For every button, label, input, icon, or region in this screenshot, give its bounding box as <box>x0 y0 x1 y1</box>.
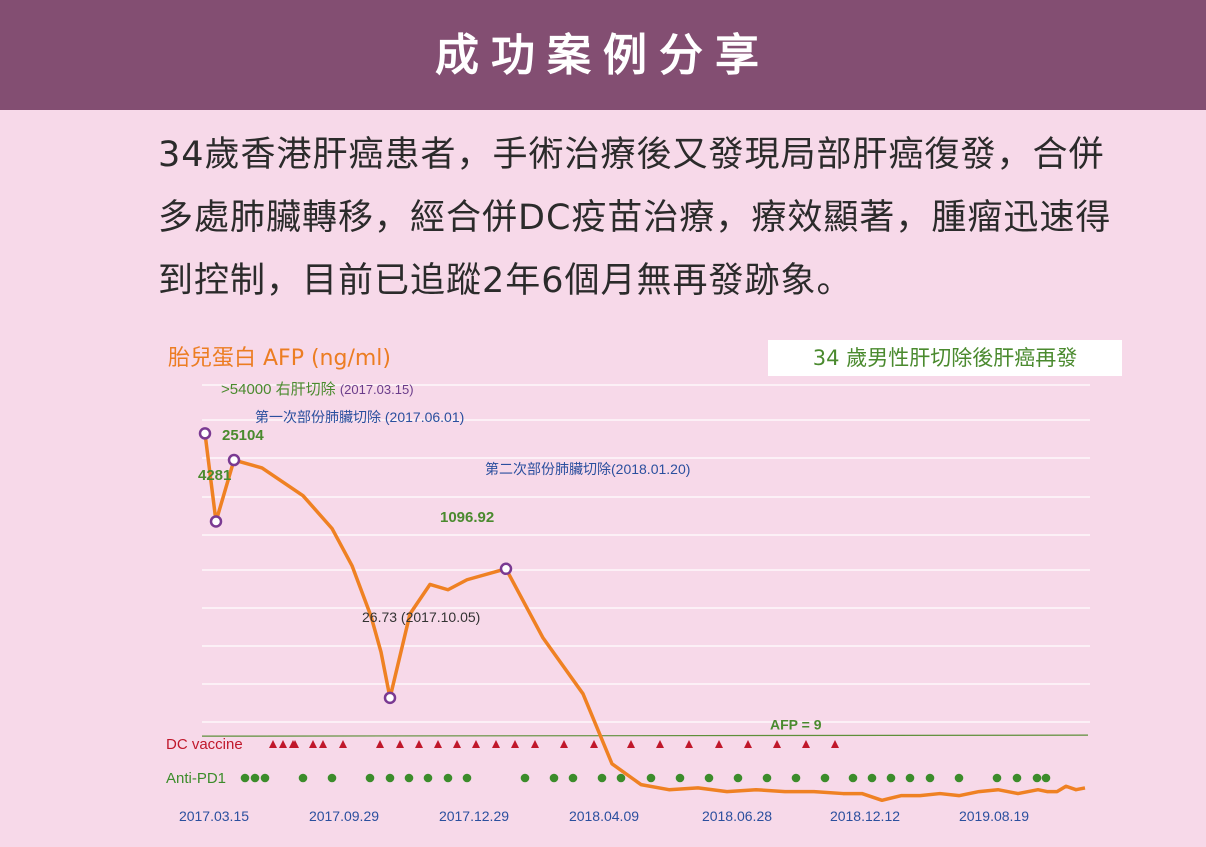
x-tick-label: 2019.08.19 <box>959 808 1029 824</box>
dc-vaccine-marker <box>291 740 299 748</box>
annotation-26-73: 26.73 (2017.10.05) <box>362 609 480 625</box>
annotation-second-lung-resection: 第二次部份肺臟切除(2018.01.20) <box>485 461 690 477</box>
afp-point-marker <box>227 453 241 467</box>
x-tick-label: 2017.03.15 <box>179 808 249 824</box>
anti-pd1-marker <box>1041 773 1051 783</box>
anti-pd1-marker <box>675 773 685 783</box>
dc-vaccine-marker <box>492 740 500 748</box>
anti-pd1-marker <box>520 773 530 783</box>
annotation-first-lung-resection: 第一次部份肺臟切除 (2017.06.01) <box>255 409 464 425</box>
dc-vaccine-marker <box>715 740 723 748</box>
reference-line <box>201 734 1089 737</box>
dc-vaccine-marker <box>773 740 781 748</box>
x-tick-label: 2018.12.12 <box>830 808 900 824</box>
anti-pd1-marker <box>462 773 472 783</box>
annotation-25104: 25104 <box>222 427 264 444</box>
anti-pd1-marker <box>616 773 626 783</box>
afp-point-marker <box>198 427 212 440</box>
x-tick-label: 2018.06.28 <box>702 808 772 824</box>
anti-pd1-marker <box>733 773 743 783</box>
anti-pd1-label: Anti-PD1 <box>166 770 226 787</box>
anti-pd1-marker <box>925 773 935 783</box>
annotation-4281: 4281 <box>198 467 231 484</box>
anti-pd1-marker <box>886 773 896 783</box>
x-tick-label: 2017.12.29 <box>439 808 509 824</box>
anti-pd1-marker <box>365 773 375 783</box>
anti-pd1-marker <box>954 773 964 783</box>
anti-pd1-marker <box>404 773 414 783</box>
reference-line-label: AFP = 9 <box>770 717 822 733</box>
dc-vaccine-marker <box>560 740 568 748</box>
afp-point-marker <box>499 562 513 576</box>
dc-vaccine-marker <box>744 740 752 748</box>
anti-pd1-marker <box>1012 773 1022 783</box>
dc-vaccine-marker <box>269 740 277 748</box>
dc-vaccine-marker <box>802 740 810 748</box>
anti-pd1-marker <box>298 773 308 783</box>
dc-vaccine-marker <box>434 740 442 748</box>
dc-vaccine-label: DC vaccine <box>166 736 243 753</box>
anti-pd1-marker <box>848 773 858 783</box>
anti-pd1-marker <box>260 773 270 783</box>
anti-pd1-marker <box>240 773 250 783</box>
dc-vaccine-marker <box>453 740 461 748</box>
dc-vaccine-marker <box>319 740 327 748</box>
anti-pd1-marker <box>568 773 578 783</box>
anti-pd1-marker <box>905 773 915 783</box>
dc-vaccine-marker <box>279 740 287 748</box>
anti-pd1-marker <box>646 773 656 783</box>
dc-vaccine-marker <box>656 740 664 748</box>
annotation-peak-value: >54000 右肝切除 (2017.03.15) <box>221 381 414 398</box>
x-tick-label: 2017.09.29 <box>309 808 379 824</box>
anti-pd1-marker <box>992 773 1002 783</box>
case-description: 34歲香港肝癌患者，手術治療後又發現局部肝癌復發，合併多處肺臟轉移，經合併DC疫… <box>158 135 1112 301</box>
header-bar: 成功案例分享 <box>0 0 1206 110</box>
dc-vaccine-marker <box>309 740 317 748</box>
anti-pd1-marker <box>791 773 801 783</box>
dc-vaccine-marker <box>531 740 539 748</box>
dc-vaccine-marker <box>396 740 404 748</box>
anti-pd1-marker <box>597 773 607 783</box>
page-title: 成功案例分享 <box>435 30 771 81</box>
dc-vaccine-marker <box>590 740 598 748</box>
case-label: 34 歲男性肝切除後肝癌再發 <box>768 340 1122 376</box>
anti-pd1-marker <box>327 773 337 783</box>
dc-vaccine-marker <box>627 740 635 748</box>
dc-vaccine-marker <box>472 740 480 748</box>
x-tick-label: 2018.04.09 <box>569 808 639 824</box>
anti-pd1-marker <box>820 773 830 783</box>
dc-vaccine-marker <box>511 740 519 748</box>
afp-series-line <box>203 433 1086 803</box>
dc-vaccine-marker <box>376 740 384 748</box>
afp-point-marker <box>209 515 223 528</box>
dc-vaccine-marker <box>339 740 347 748</box>
annotation-1096-92: 1096.92 <box>440 509 494 526</box>
anti-pd1-marker <box>704 773 714 783</box>
afp-point-marker <box>383 691 397 705</box>
anti-pd1-marker <box>549 773 559 783</box>
dc-vaccine-marker <box>831 740 839 748</box>
anti-pd1-marker <box>385 773 395 783</box>
anti-pd1-marker <box>250 773 260 783</box>
dc-vaccine-marker <box>415 740 423 748</box>
anti-pd1-marker <box>1032 773 1042 783</box>
dc-vaccine-marker <box>685 740 693 748</box>
anti-pd1-marker <box>443 773 453 783</box>
anti-pd1-marker <box>867 773 877 783</box>
anti-pd1-marker <box>762 773 772 783</box>
y-axis-label: 胎兒蛋白 AFP (ng/ml) <box>168 346 391 371</box>
anti-pd1-marker <box>423 773 433 783</box>
